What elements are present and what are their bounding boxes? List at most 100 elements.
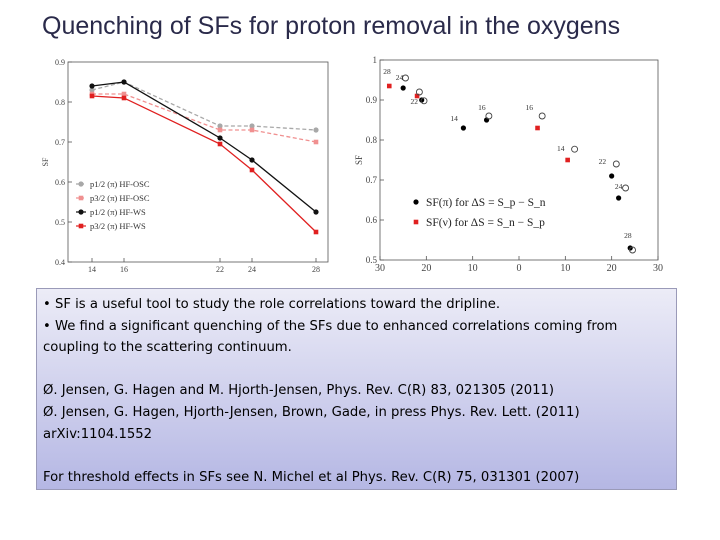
scatter-1-point (609, 173, 615, 179)
series-2-point (121, 91, 127, 97)
isotope-annotation: 14 (450, 114, 458, 123)
text-box: • SF is a useful tool to study the role … (36, 288, 677, 490)
left-y-tick-label: 0.8 (55, 98, 65, 107)
left-plot-frame (67, 61, 329, 263)
scatter-1-point (460, 125, 466, 131)
series-1-point (313, 127, 319, 133)
left-chart-background (32, 56, 360, 272)
series-3-point (121, 79, 127, 85)
scatter-1-point (616, 195, 622, 201)
isotope-annotation: 28 (383, 67, 391, 76)
left-y-axis-label: SF (41, 157, 50, 166)
open-circle-marker (622, 184, 630, 192)
legend-marker-nu (413, 219, 419, 225)
series-3-point (217, 135, 223, 141)
legend-label-2: p3/2 (π) HF-OSC (90, 193, 150, 203)
right-x-tick-label: 30 (375, 263, 385, 272)
isotope-annotation: 22 (599, 157, 607, 166)
right-y-tick-label: 0.9 (366, 95, 378, 105)
left-y-tick-label: 0.9 (55, 58, 65, 67)
open-circle-marker (629, 246, 636, 254)
left-y-tick-label: 0.6 (55, 178, 65, 187)
series-4-point (313, 229, 319, 235)
isotope-annotation: 16 (525, 103, 533, 112)
scatter-2-point (414, 93, 420, 99)
left-chart: 0.40.50.60.70.80.91416222428Oxygen Isoto… (32, 56, 360, 272)
legend-label-pi: SF(π) for ΔS = S_p − S_n (426, 197, 546, 209)
series-4-point (217, 141, 223, 147)
open-circle-marker (538, 112, 546, 120)
left-x-tick-label: 22 (216, 265, 224, 272)
series-2-point (249, 127, 255, 133)
left-x-tick-label: 14 (88, 265, 96, 272)
series-3-point (313, 209, 319, 215)
bullet-2: • We find a significant quenching of the… (43, 318, 618, 356)
legend-label-4: p3/2 (π) HF-WS (90, 221, 146, 231)
reference-2: Ø. Jensen, G. Hagen, Hjorth-Jensen, Brow… (43, 404, 580, 420)
right-y-tick-label: 0.5 (366, 255, 378, 265)
scatter-2-point (386, 83, 392, 89)
right-x-tick-label: 0 (517, 263, 522, 272)
isotope-annotation: 28 (624, 231, 632, 240)
legend-label-1: p1/2 (π) HF-OSC (90, 179, 150, 189)
isotope-annotation: 24 (396, 73, 404, 82)
bullet-1: • SF is a useful tool to study the role … (43, 297, 501, 312)
left-x-tick-label: 28 (312, 265, 320, 272)
figure-panels: 0.40.50.60.70.80.91416222428Oxygen Isoto… (32, 56, 668, 272)
series-1-point (249, 123, 255, 129)
spacer (43, 445, 670, 467)
left-y-tick-label: 0.4 (55, 258, 65, 267)
legend-label-3: p1/2 (π) HF-WS (90, 207, 146, 217)
right-chart: 0.50.60.70.80.913020100102030ΔS [MeV]SF2… (352, 56, 668, 272)
legend-marker-3 (78, 209, 84, 215)
legend-marker-1 (78, 181, 84, 187)
right-y-tick-label: 0.8 (366, 135, 378, 145)
right-x-tick-label: 10 (468, 263, 478, 272)
scatter-2-point (565, 157, 570, 163)
open-circle-marker (415, 88, 423, 96)
left-y-tick-label: 0.7 (55, 138, 65, 147)
series-1-point (217, 123, 223, 129)
legend-marker-4 (78, 223, 84, 229)
series-4-point (121, 95, 127, 101)
open-circle-marker (612, 160, 620, 168)
reference-4: For threshold effects in SFs see N. Mich… (43, 469, 580, 485)
left-y-tick-label: 0.5 (55, 218, 65, 227)
series-3-point (249, 157, 255, 163)
scatter-1-point (419, 97, 425, 103)
series-2-point (313, 139, 319, 145)
right-y-tick-label: 1 (373, 56, 378, 65)
left-x-tick-label: 16 (120, 265, 128, 272)
scatter-2-point (535, 125, 540, 131)
slide-title: Quenching of SFs for proton removal in t… (42, 12, 621, 40)
isotope-annotation: 16 (478, 103, 486, 112)
series-1-point (89, 87, 95, 93)
legend-marker-2 (78, 195, 84, 201)
left-x-tick-label: 24 (248, 265, 256, 272)
right-x-tick-label: 10 (560, 263, 570, 272)
right-chart-background (352, 56, 668, 272)
legend-label-nu: SF(ν) for ΔS = S_n − S_p (426, 217, 545, 229)
series-4-point (249, 167, 255, 173)
isotope-annotation: 22 (411, 97, 419, 106)
right-y-tick-label: 0.7 (366, 175, 378, 185)
legend-marker-pi (413, 199, 419, 205)
series-line-2 (92, 93, 317, 143)
open-circle-marker (485, 112, 493, 120)
open-circle-marker (420, 97, 428, 105)
series-4-point (89, 93, 95, 99)
spacer (43, 359, 670, 381)
right-x-tick-label: 30 (653, 263, 663, 272)
open-circle-marker (571, 145, 579, 153)
series-3-point (89, 83, 95, 89)
isotope-annotation: 24 (615, 182, 623, 191)
right-x-tick-label: 20 (421, 263, 431, 272)
right-y-tick-label: 0.6 (366, 215, 378, 225)
open-circle-marker (402, 74, 409, 82)
isotope-annotation: 14 (557, 144, 565, 153)
right-y-axis-label: SF (354, 155, 364, 165)
right-x-tick-label: 20 (607, 263, 617, 272)
series-2-point (217, 127, 223, 133)
reference-1: Ø. Jensen, G. Hagen and M. Hjorth-Jensen… (43, 383, 555, 399)
reference-3: arXiv:1104.1552 (43, 426, 153, 442)
